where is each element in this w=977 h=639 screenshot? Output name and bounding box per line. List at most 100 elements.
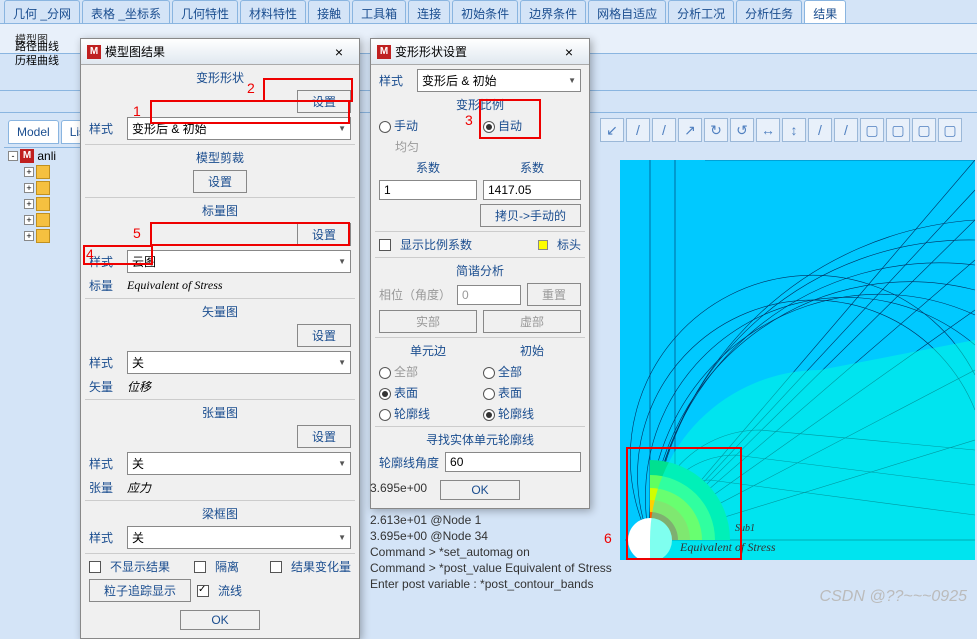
watermark: CSDN @??~~~0925 [820,588,967,606]
toolbar-history-curve[interactable]: 历程曲线 [15,52,59,68]
annotation-2: 2 [247,80,255,96]
imag-button: 虚部 [483,310,581,333]
manual-label: 手动 [394,119,418,133]
tab-analysis-case[interactable]: 分析工况 [668,0,734,23]
elem-outline-radio[interactable] [379,409,391,421]
ok-button[interactable]: OK [180,610,259,630]
coeff-label: 系数 [379,159,477,176]
clip-settings-button[interactable]: 设置 [193,170,247,193]
tree-root-label: anli [37,149,56,163]
showcoeff-checkbox[interactable] [379,239,391,251]
auto-radio[interactable] [483,121,495,133]
coeff-label: 系数 [483,159,581,176]
style-label: 样式 [89,354,121,371]
tensor-qty-label: 张量 [89,479,121,496]
tab-mesh-adapt[interactable]: 网格自适应 [588,0,666,23]
view-icon-row: ↙ / / ↗ ↻ ↺ ↔ ↕ / / ▢ ▢ ▢ ▢ [600,118,962,142]
model-plot-results-dialog: M模型图结果× 变形形状 设置 样式变形后 & 初始 模型剪裁 设置 标量图 设… [80,38,360,639]
tab-results[interactable]: 结果 [804,0,846,23]
style-label: 样式 [89,455,121,472]
view-icon[interactable]: / [834,118,858,142]
close-icon[interactable]: × [555,44,583,60]
tree-item[interactable]: + [8,196,78,212]
isolate-checkbox[interactable] [194,561,206,573]
view-icon[interactable]: ↻ [704,118,728,142]
view-icon[interactable]: ↺ [730,118,754,142]
deform-style-combo[interactable]: 变形后 & 初始 [127,117,351,140]
main-tab-bar: 几何 _分网 表格 _坐标系 几何特性 材料特性 接触 工具箱 连接 初始条件 … [0,0,977,24]
scalar-style-combo[interactable]: 云图 [127,250,351,273]
tensor-settings-button[interactable]: 设置 [297,425,351,448]
arrow-color-icon [538,240,548,250]
vector-style-combo[interactable]: 关 [127,351,351,374]
view-icon[interactable]: / [808,118,832,142]
manual-radio[interactable] [379,121,391,133]
init-all-radio[interactable] [483,367,495,379]
view-icon[interactable]: ▢ [860,118,884,142]
vector-qty-value: 位移 [127,378,151,395]
beam-style-combo[interactable]: 关 [127,526,351,549]
init-outline-radio[interactable] [483,409,495,421]
annotation-6: 6 [604,530,612,546]
streamline-checkbox[interactable] [197,585,209,597]
app-icon: M [87,45,101,59]
elem-all-radio[interactable] [379,367,391,379]
phase-label: 相位（角度） [379,286,451,303]
view-icon[interactable]: ↕ [782,118,806,142]
console-line: Command > *post_value Equivalent of Stre… [370,560,612,576]
tab-mat-prop[interactable]: 材料特性 [240,0,306,23]
isolate-label: 隔离 [215,558,239,575]
tree-item[interactable]: + [8,212,78,228]
vector-qty-label: 矢量 [89,378,121,395]
tree-item[interactable]: + [8,180,78,196]
style-combo[interactable]: 变形后 & 初始 [417,69,581,92]
copy-button[interactable]: 拷贝->手动的 [480,204,581,227]
noresult-label: 不显示结果 [110,558,170,575]
tab-model[interactable]: Model [8,120,59,144]
init-surface-radio[interactable] [483,388,495,400]
view-icon[interactable]: ▢ [886,118,910,142]
particle-button[interactable]: 粒子追踪显示 [89,579,191,602]
noresult-checkbox[interactable] [89,561,101,573]
deform-header: 变形形状 [85,67,355,88]
angle-input[interactable]: 60 [445,452,581,472]
elem-surface-radio[interactable] [379,388,391,400]
view-icon[interactable]: ↔ [756,118,780,142]
close-icon[interactable]: × [325,44,353,60]
annotation-5: 5 [133,225,141,241]
console-line: 3.695e+00 [370,480,612,496]
coeff-left-input[interactable]: 1 [379,180,477,200]
tab-boundary-cond[interactable]: 边界条件 [520,0,586,23]
view-icon[interactable]: ▢ [938,118,962,142]
vector-settings-button[interactable]: 设置 [297,324,351,347]
tab-connection[interactable]: 连接 [408,0,450,23]
dialog1-title: 模型图结果 [105,43,165,60]
view-icon[interactable]: ↗ [678,118,702,142]
dialog2-title: 变形形状设置 [395,43,467,60]
tree-item[interactable]: + [8,228,78,244]
tensor-style-combo[interactable]: 关 [127,452,351,475]
view-icon[interactable]: / [626,118,650,142]
viz-label: Equivalent of Stress [680,540,776,555]
view-icon[interactable]: / [652,118,676,142]
tab-table-coord[interactable]: 表格 _坐标系 [82,0,170,23]
auto-label: 自动 [498,119,522,133]
deform-settings-button[interactable]: 设置 [297,90,351,113]
tab-contact[interactable]: 接触 [308,0,350,23]
view-icon[interactable]: ↙ [600,118,624,142]
tensor-qty-value: 应力 [127,479,151,496]
tab-geom-prop[interactable]: 几何特性 [172,0,238,23]
tree-item[interactable]: + [8,164,78,180]
tab-analysis-task[interactable]: 分析任务 [736,0,802,23]
tab-geometry-mesh[interactable]: 几何 _分网 [4,0,80,23]
view-icon[interactable]: ▢ [912,118,936,142]
resultvar-label: 结果变化量 [291,558,351,575]
resultvar-checkbox[interactable] [270,561,282,573]
tree-root[interactable]: -M anli [8,148,78,164]
tab-toolbox[interactable]: 工具箱 [352,0,406,23]
console-line: Enter post variable : *post_contour_band… [370,576,612,592]
deform-settings-dialog: M变形形状设置× 样式变形后 & 初始 变形比例 手动 自动 均匀 系数系数 1… [370,38,590,509]
scalar-settings-button[interactable]: 设置 [297,223,351,246]
app-icon: M [377,45,391,59]
tab-initial-cond[interactable]: 初始条件 [452,0,518,23]
